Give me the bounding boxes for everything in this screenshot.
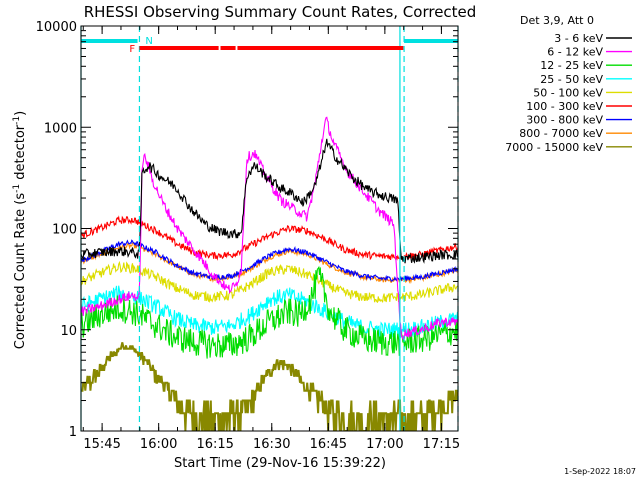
legend-label-2: 12 - 25 keV	[540, 59, 603, 72]
chart-title: RHESSI Observing Summary Count Rates, Co…	[84, 3, 477, 21]
legend-label-5: 100 - 300 keV	[526, 100, 603, 113]
series-line-1	[81, 116, 458, 341]
y-axis-label: Corrected Count Rate (s-1 detector-1)	[12, 111, 28, 349]
x-tick-label-2: 16:15	[196, 437, 233, 452]
series-line-5	[81, 215, 458, 261]
flag-n-label: N	[145, 36, 152, 47]
legend-label-7: 800 - 7000 keV	[519, 127, 603, 140]
y-tick-label-2: 100	[52, 223, 77, 238]
legend-label-3: 25 - 50 keV	[540, 73, 603, 86]
series-line-0	[81, 138, 458, 264]
x-axis-label: Start Time (29-Nov-16 15:39:22)	[174, 456, 386, 471]
legend-label-6: 300 - 800 keV	[526, 114, 603, 127]
footer-timestamp: 1-Sep-2022 18:07	[564, 467, 636, 476]
legend-header: Det 3,9, Att 0	[520, 14, 594, 27]
x-tick-label-6: 17:15	[423, 437, 460, 452]
y-tick-label-0: 10000	[36, 20, 77, 35]
y-axis: 10000 1000 100 10 1	[36, 20, 458, 440]
x-tick-label-3: 16:30	[253, 437, 290, 452]
flag-f-label: F	[129, 44, 135, 55]
legend-label-8: 7000 - 15000 keV	[505, 141, 603, 154]
x-tick-label-5: 17:00	[366, 437, 403, 452]
x-tick-label-4: 16:45	[310, 437, 347, 452]
series-line-6	[81, 239, 458, 282]
x-tick-label-0: 15:45	[83, 437, 120, 452]
x-axis: 15:45 16:00 16:15 16:30 16:45 17:00 17:15	[82, 26, 460, 452]
legend-label-4: 50 - 100 keV	[533, 86, 603, 99]
y-tick-label-4: 1	[69, 425, 77, 440]
x-tick-label-1: 16:00	[140, 437, 177, 452]
series-line-7	[81, 242, 458, 284]
series-layer	[81, 116, 458, 431]
series-line-8	[81, 342, 458, 431]
y-tick-label-3: 10	[60, 324, 77, 339]
legend-label-1: 6 - 12 keV	[547, 46, 603, 59]
series-line-4	[81, 260, 458, 304]
legend-label-0: 3 - 6 keV	[554, 32, 603, 45]
y-tick-label-1: 1000	[44, 121, 77, 136]
series-line-2	[81, 265, 458, 359]
